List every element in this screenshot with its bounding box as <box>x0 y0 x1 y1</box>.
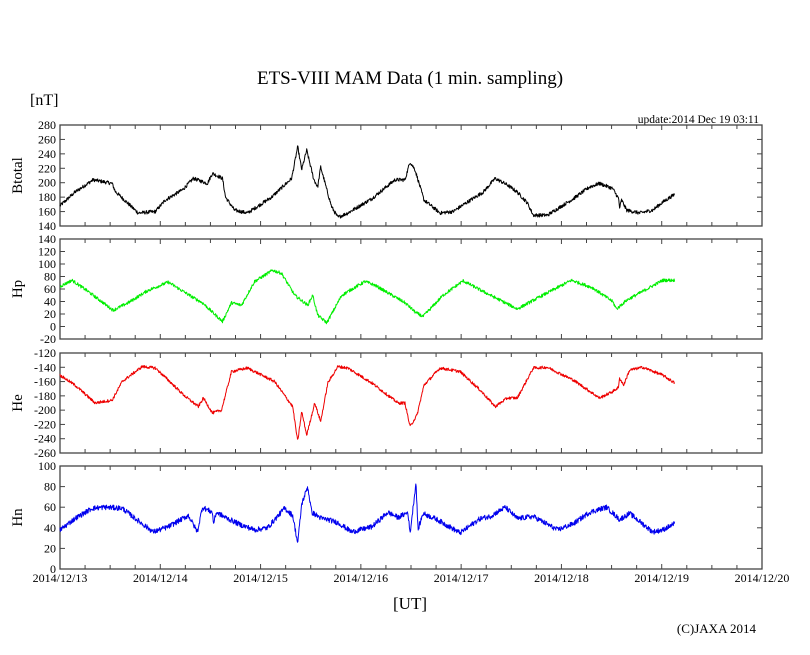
y-tick-label: 100 <box>38 459 56 473</box>
y-tick-label: -140 <box>34 360 56 374</box>
y-tick-label: -240 <box>34 432 56 446</box>
y-tick-label: 220 <box>38 161 56 175</box>
x-tick-label: 2014/12/19 <box>634 571 689 585</box>
x-tick-label: 2014/12/18 <box>534 571 589 585</box>
y-tick-label: 280 <box>38 118 56 132</box>
y-tick-label: 260 <box>38 132 56 146</box>
y-tick-label: -120 <box>34 346 56 360</box>
x-tick-label: 2014/12/17 <box>434 571 489 585</box>
y-tick-label: 80 <box>44 270 56 284</box>
update-label: update:2014 Dec 19 03:11 <box>638 114 760 126</box>
y-tick-label: 140 <box>38 232 56 246</box>
y-axis-label: He <box>10 394 26 412</box>
y-tick-label: 80 <box>44 480 56 494</box>
y-tick-label: 160 <box>38 205 56 219</box>
x-tick-label: 2014/12/15 <box>233 571 288 585</box>
x-tick-label: 2014/12/14 <box>133 571 188 585</box>
plot-frame <box>59 352 763 454</box>
y-tick-label: 240 <box>38 147 56 161</box>
y-axis-label: Hn <box>10 508 26 527</box>
y-tick-label: 60 <box>44 500 56 514</box>
y-tick-label: -20 <box>40 332 56 346</box>
series-hn <box>59 483 676 543</box>
copyright: (C)JAXA 2014 <box>677 621 757 636</box>
series-btotal <box>59 145 676 219</box>
y-axis-label: Hp <box>10 280 26 298</box>
y-tick-label: 20 <box>44 541 56 555</box>
x-tick-label: 2014/12/20 <box>735 571 790 585</box>
y-tick-label: 140 <box>38 219 56 233</box>
series-hp <box>59 269 676 325</box>
panel-he: -260-240-220-200-180-160-140-120 He <box>10 346 763 460</box>
plot-frame <box>59 465 763 570</box>
y-tick-label: -180 <box>34 389 56 403</box>
y-tick-label: 120 <box>38 245 56 259</box>
y-tick-label: 60 <box>44 282 56 296</box>
y-tick-label: -260 <box>34 446 56 460</box>
plot-frame <box>59 238 763 340</box>
y-tick-label: 100 <box>38 257 56 271</box>
y-tick-label: -200 <box>34 403 56 417</box>
series-he <box>59 365 676 440</box>
y-tick-label: -220 <box>34 417 56 431</box>
panel-hn: 0 20 40 60 80 100 Hn <box>10 459 763 576</box>
y-axis-label: Btotal <box>10 157 26 194</box>
y-tick-label: 0 <box>50 562 56 576</box>
y-tick-label: 40 <box>44 295 56 309</box>
y-tick-label: 180 <box>38 190 56 204</box>
x-axis-label: [UT] <box>393 594 427 613</box>
y-tick-label: 40 <box>44 521 56 535</box>
y-tick-label: 20 <box>44 307 56 321</box>
y-tick-label: 200 <box>38 176 56 190</box>
plot-frame <box>59 124 763 227</box>
chart-title: ETS-VIII MAM Data (1 min. sampling) <box>257 68 563 89</box>
y-tick-label: -160 <box>34 375 56 389</box>
unit-label: [nT] <box>30 92 58 109</box>
x-tick-label: 2014/12/13 <box>33 571 88 585</box>
x-tick-label: 2014/12/16 <box>334 571 389 585</box>
y-tick-label: 0 <box>50 320 56 334</box>
panels: 140160180200220240260280Btotal-200204060… <box>10 118 763 576</box>
x-tick-labels: 2014/12/13 2014/12/14 2014/12/15 2014/12/16… <box>33 571 790 585</box>
